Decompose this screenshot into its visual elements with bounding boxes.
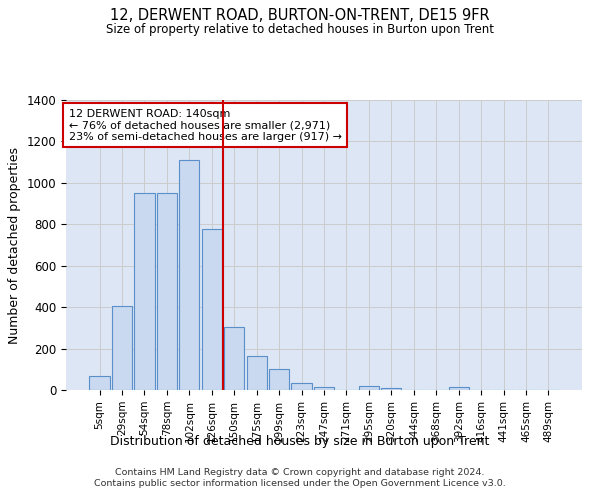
Text: Distribution of detached houses by size in Burton upon Trent: Distribution of detached houses by size …: [110, 435, 490, 448]
Bar: [224, 327, 244, 390]
Text: Size of property relative to detached houses in Burton upon Trent: Size of property relative to detached ho…: [106, 22, 494, 36]
Bar: [202, 230, 222, 390]
Bar: [134, 193, 155, 390]
Text: 12 DERWENT ROAD: 140sqm
← 76% of detached houses are smaller (2,971)
23% of semi: 12 DERWENT ROAD: 140sqm ← 76% of detache…: [68, 108, 341, 142]
Bar: [179, 160, 199, 390]
Bar: [112, 306, 132, 390]
Y-axis label: Number of detached properties: Number of detached properties: [8, 146, 21, 344]
Bar: [269, 370, 289, 390]
Bar: [157, 193, 177, 390]
Bar: [381, 388, 401, 390]
Bar: [359, 386, 379, 390]
Bar: [247, 356, 267, 390]
Bar: [89, 376, 110, 390]
Bar: [449, 387, 469, 390]
Bar: [314, 387, 334, 390]
Text: 12, DERWENT ROAD, BURTON-ON-TRENT, DE15 9FR: 12, DERWENT ROAD, BURTON-ON-TRENT, DE15 …: [110, 8, 490, 22]
Text: Contains HM Land Registry data © Crown copyright and database right 2024.
Contai: Contains HM Land Registry data © Crown c…: [94, 468, 506, 487]
Bar: [292, 383, 311, 390]
